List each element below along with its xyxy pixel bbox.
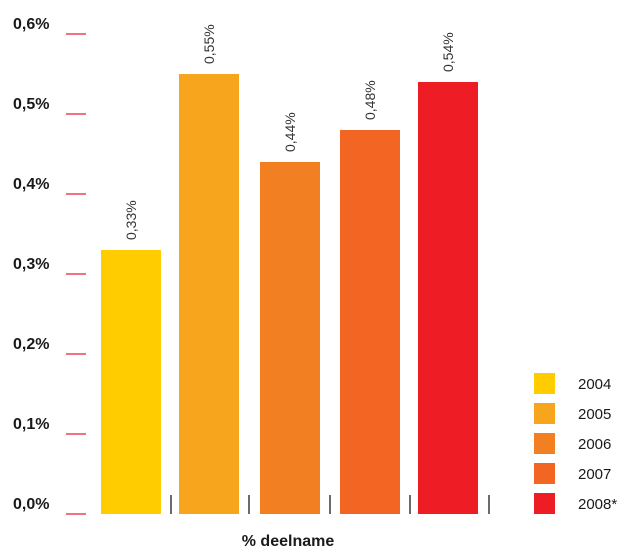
legend-swatch [534, 403, 555, 424]
y-tick-label: 0,5% [13, 96, 49, 113]
legend-swatch [534, 493, 555, 514]
y-tick-label: 0,1% [13, 416, 49, 433]
y-tick-label: 0,0% [13, 496, 49, 513]
legend-label: 2006 [578, 436, 611, 453]
data-labels: 0,33% 0,55% 0,44% 0,48% 0,54% [123, 24, 456, 240]
bar-2007 [340, 130, 400, 514]
legend-label: 2008* [578, 496, 617, 513]
bar-2004 [101, 250, 161, 514]
bar-separators [170, 495, 490, 514]
bars [101, 74, 478, 514]
bar-2008 [418, 82, 478, 514]
legend-swatch [534, 463, 555, 484]
bar-2006 [260, 162, 320, 514]
legend: 2004 2005 2006 2007 2008* [534, 373, 617, 514]
y-axis: 0,0% 0,1% 0,2% 0,3% 0,4% 0,5% 0,6% [13, 16, 86, 515]
legend-label: 2005 [578, 406, 611, 423]
bar-2005 [179, 74, 239, 514]
data-label: 0,33% [123, 200, 139, 240]
data-label: 0,54% [440, 32, 456, 72]
legend-swatch [534, 373, 555, 394]
data-label: 0,48% [362, 80, 378, 120]
y-tick-label: 0,4% [13, 176, 49, 193]
legend-label: 2007 [578, 466, 611, 483]
y-tick-label: 0,3% [13, 256, 49, 273]
y-tick-label: 0,6% [13, 16, 49, 33]
legend-swatch [534, 433, 555, 454]
data-label: 0,55% [201, 24, 217, 64]
x-axis-label: % deelname [242, 533, 335, 550]
y-tick-label: 0,2% [13, 336, 49, 353]
legend-label: 2004 [578, 376, 611, 393]
data-label: 0,44% [282, 112, 298, 152]
